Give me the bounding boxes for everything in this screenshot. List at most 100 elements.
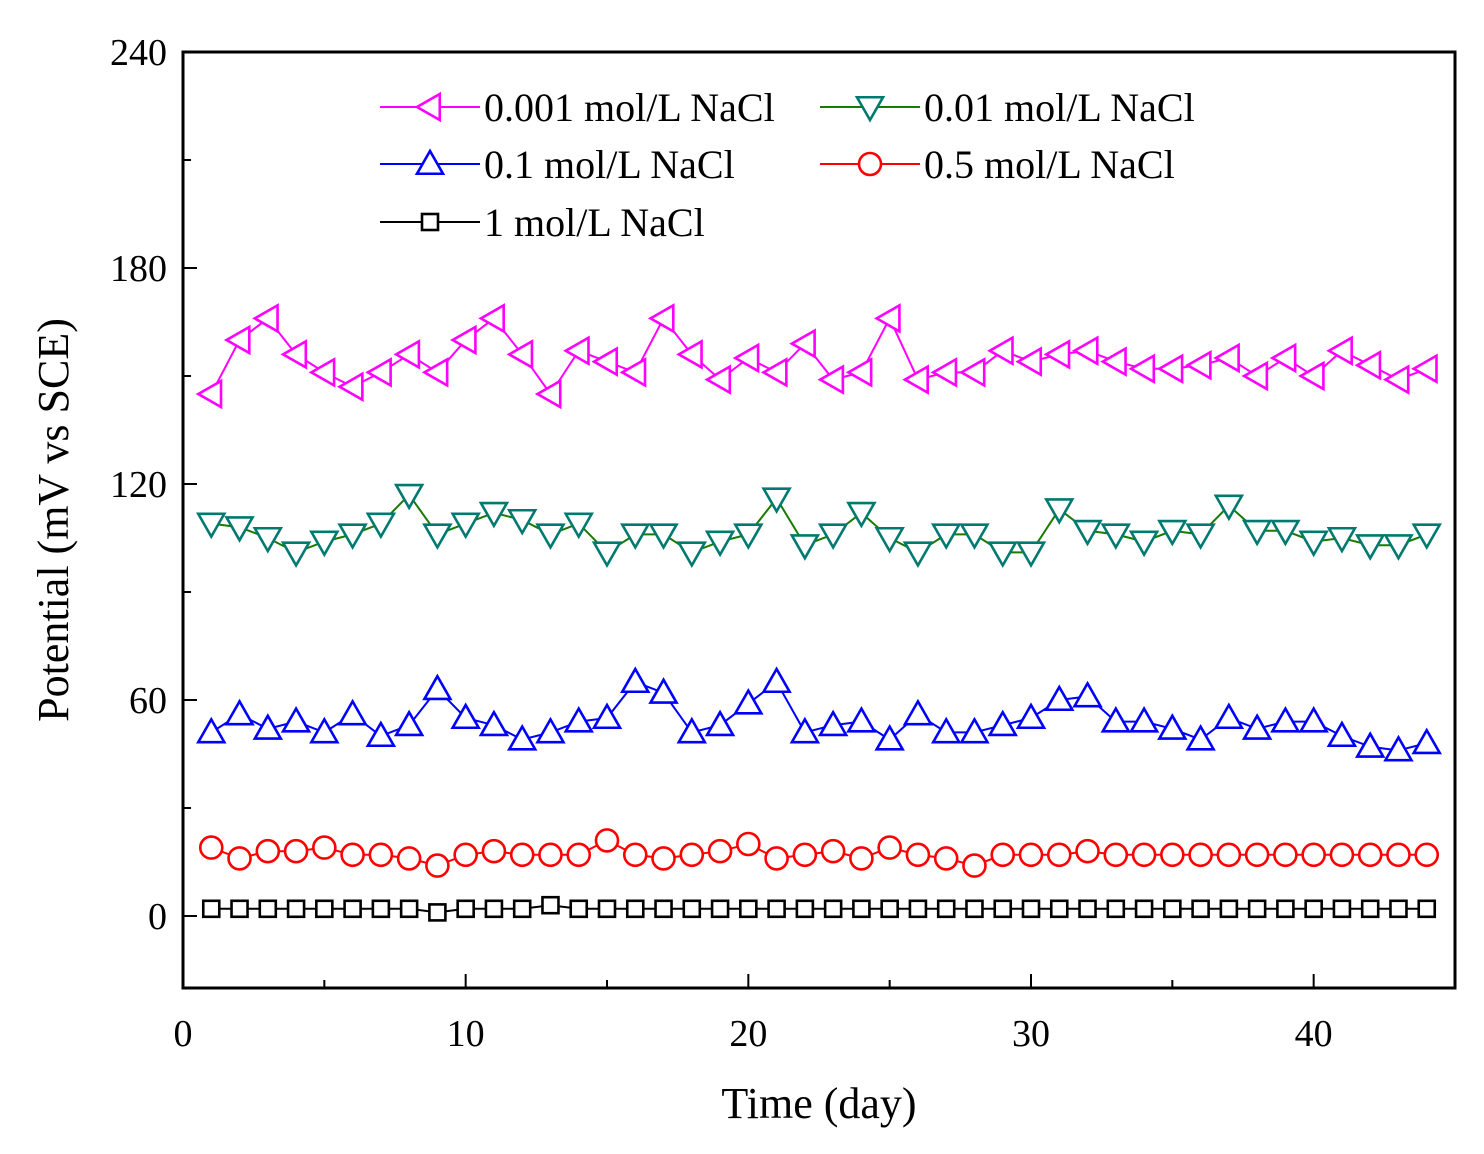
data-point [1213,702,1245,730]
series-4 [201,895,1437,922]
data-point [594,828,620,853]
data-point [1411,727,1442,755]
data-point [820,838,846,864]
data-point [654,899,673,919]
data-point [421,357,449,388]
data-point [453,842,478,868]
data-point [1386,842,1411,868]
data-point [1213,342,1240,374]
data-point [1071,335,1099,367]
data-point [1326,335,1353,367]
data-point [1298,360,1325,392]
data-point [393,709,425,737]
data-point [196,716,227,744]
data-point [1015,346,1043,377]
data-point [1383,734,1414,762]
data-point [993,899,1013,919]
data-point [1332,899,1352,919]
data-point [965,899,984,919]
y-tick-label: 0 [148,896,167,938]
data-point [535,523,566,551]
data-point [280,339,308,370]
data-point [789,534,821,561]
data-point [569,899,589,919]
data-point [962,853,987,878]
data-point [1046,842,1072,868]
data-point [538,842,563,868]
data-point [874,723,905,751]
plot-frame [181,50,1457,990]
data-point [846,501,877,529]
data-point [1417,899,1437,919]
data-point [286,899,306,919]
data-point [456,899,475,919]
data-point [789,328,816,359]
data-point [309,530,340,558]
data-point [761,666,792,694]
data-point [1357,842,1383,868]
x-axis-title: Time (day) [721,1079,916,1128]
data-point [368,842,394,868]
data-point [849,846,874,871]
data-point [509,842,535,868]
data-point [1015,541,1047,569]
data-point [1100,346,1127,377]
data-point [1044,684,1075,712]
data-point [704,709,736,737]
legend-marker [414,91,442,123]
data-point [736,831,761,857]
data-point [930,523,962,551]
data-point [676,339,703,370]
data-point [1273,842,1298,868]
data-point [308,357,336,388]
data-point [1185,523,1216,551]
data-point [1100,523,1132,551]
data-point [343,899,362,919]
data-point [201,899,221,919]
data-point [1018,842,1044,868]
data-point [196,512,227,540]
data-point [1216,842,1242,868]
legend-entry: 1 mol/L NaCl [380,200,705,245]
data-point [817,523,849,551]
data-point [1244,842,1270,868]
data-point [959,716,990,744]
data-point [563,705,594,733]
data-point [1044,498,1075,525]
data-point [393,339,421,370]
data-point [396,846,422,871]
data-point [422,523,453,551]
data-point [1326,526,1358,554]
legend-label: 0.01 mol/L NaCl [924,85,1195,130]
legend-marker [857,151,883,177]
data-point [563,335,590,367]
data-point [371,899,391,919]
data-point [591,702,623,730]
data-point [1326,720,1358,748]
legend-label: 1 mol/L NaCl [484,200,705,245]
data-point [283,838,309,864]
data-point [620,523,651,551]
data-point [535,716,566,744]
data-point [252,713,284,740]
data-point [534,378,562,410]
y-tick-label: 180 [110,248,167,290]
data-point [704,530,736,558]
data-point [450,324,477,356]
data-point [707,838,733,864]
data-point [1298,705,1329,733]
data-point [823,899,843,919]
data-point [1015,702,1047,730]
data-point [1354,731,1386,758]
data-point [563,512,594,540]
data-point [365,720,397,748]
data-point [227,846,252,871]
x-tick-label: 10 [447,1013,485,1055]
data-point [1389,899,1408,919]
data-point [506,339,534,370]
data-point [1185,723,1216,751]
data-point [230,899,249,919]
data-point [1156,353,1184,385]
legend-label: 0.1 mol/L NaCl [484,142,735,187]
data-point [930,357,958,388]
